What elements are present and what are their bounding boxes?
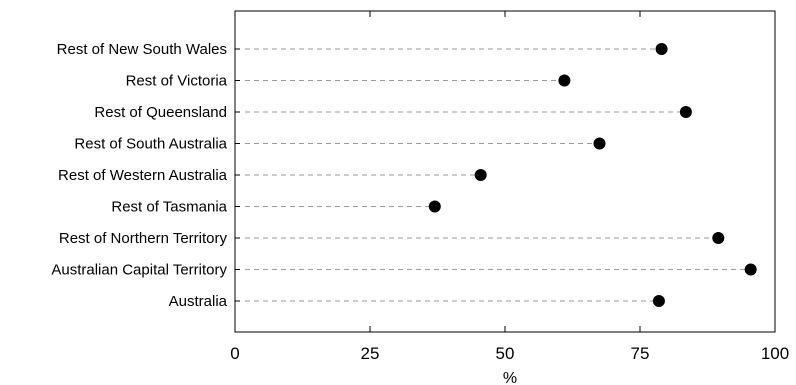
category-label: Rest of Western Australia: [58, 167, 228, 184]
data-point: [744, 263, 757, 276]
x-tick-label: 0: [230, 344, 239, 363]
category-label: Rest of Queensland: [94, 104, 227, 121]
x-axis-ticks: 0 25 50 75 100: [230, 11, 789, 363]
x-tick-label: 100: [761, 344, 789, 363]
data-point: [428, 200, 441, 213]
plot-frame: [234, 10, 776, 333]
cropped-title: [0, 0, 230, 6]
category-label: Rest of New South Wales: [57, 41, 227, 58]
data-point: [679, 106, 692, 118]
data-point: [558, 74, 571, 87]
plot-border: [234, 10, 776, 333]
data-point: [712, 232, 725, 244]
data-point: [474, 169, 487, 181]
category-label: Rest of South Australia: [74, 136, 227, 153]
x-tick-label: 25: [361, 344, 380, 363]
data-point: [655, 43, 668, 55]
category-labels: Rest of New South Wales Rest of Victoria R…: [51, 41, 227, 310]
guide-lines: [235, 48, 751, 302]
category-label: Australia: [169, 293, 228, 310]
x-tick-label: 50: [496, 344, 515, 363]
category-label: Rest of Northern Territory: [59, 230, 228, 247]
x-axis-label: %: [503, 370, 517, 385]
data-point: [593, 137, 606, 150]
category-label: Rest of Tasmania: [111, 199, 227, 216]
category-label: Rest of Victoria: [126, 73, 228, 90]
data-points: [428, 43, 757, 307]
x-tick-label: 75: [631, 344, 650, 363]
data-point: [652, 295, 665, 307]
category-label: Australian Capital Territory: [51, 262, 227, 279]
